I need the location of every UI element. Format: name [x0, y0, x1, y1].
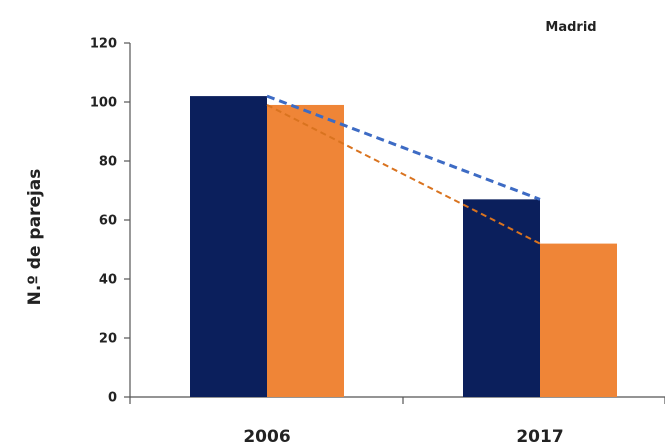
bar: [267, 104, 344, 397]
chart-title: Madrid: [545, 20, 596, 35]
y-tick-label: 100: [90, 96, 117, 111]
x-tick-label: 2017: [516, 427, 563, 445]
x-tick-label: 2006: [243, 427, 290, 445]
y-tick-label: 80: [99, 155, 117, 170]
trend-line: [266, 104, 541, 245]
bar: [463, 199, 540, 397]
y-tick-label: 120: [90, 37, 117, 52]
y-axis-label: N.º de parejas: [25, 169, 45, 306]
y-tick-label: 40: [99, 273, 117, 288]
plot-area: 0 20 40 60 80 100 120 2006 2017: [90, 37, 665, 445]
trend-line: [266, 94, 541, 201]
bar: [190, 96, 267, 397]
y-tick-label: 20: [99, 332, 117, 347]
y-tick-label: 0: [108, 391, 117, 406]
y-tick-label: 60: [99, 214, 117, 229]
bar: [540, 243, 617, 397]
